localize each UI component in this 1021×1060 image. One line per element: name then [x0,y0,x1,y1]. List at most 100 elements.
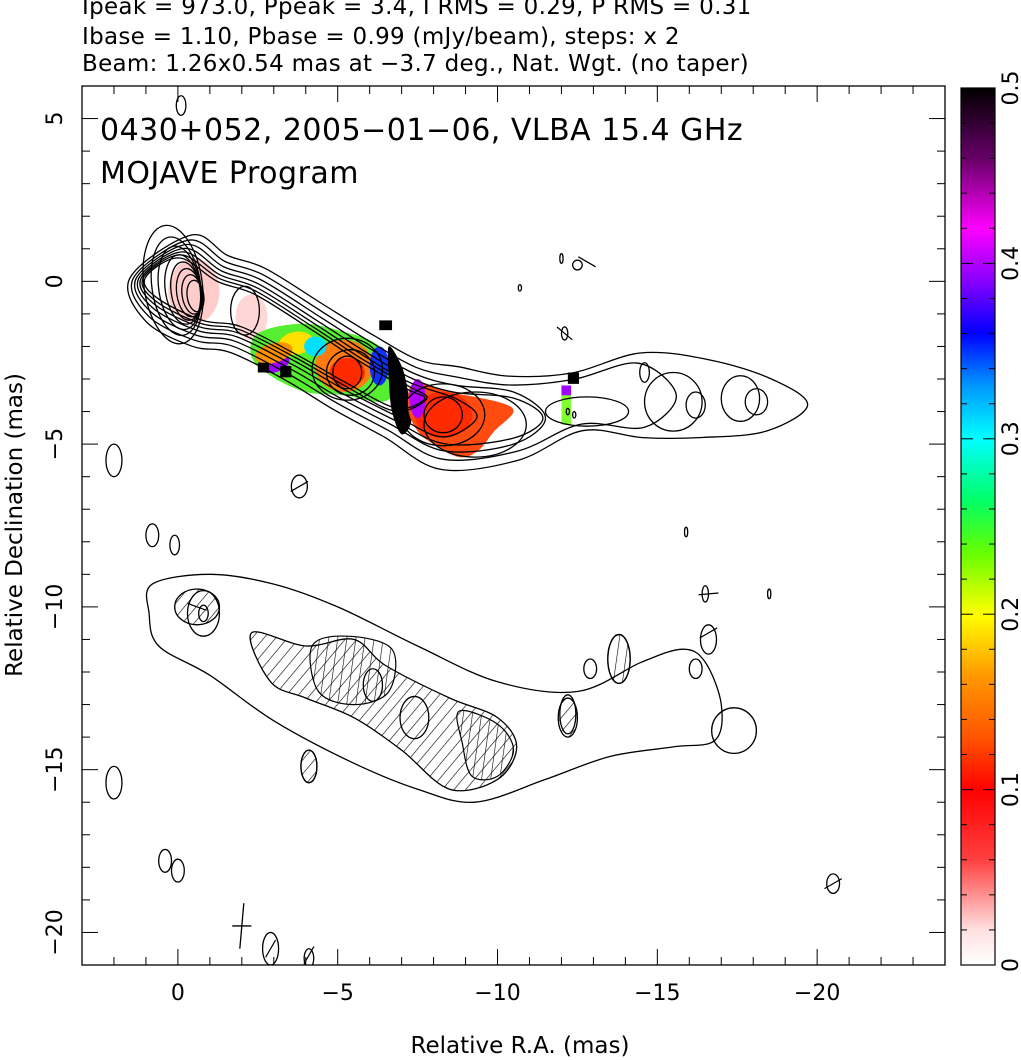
header-base-line: Ibase = 1.10, Pbase = 0.99 (mJy/beam), s… [82,24,680,50]
fp-small-knot-green [561,385,572,425]
x-tick-label: −20 [794,981,840,1006]
noise-contour [699,624,718,655]
knot-contour [229,285,261,336]
knot-contour [332,355,363,390]
fp-small-knot-purple [561,385,572,396]
header-beam-line: Beam: 1.26x0.54 mas at −3.7 deg., Nat. W… [82,51,749,77]
core-contour [175,267,203,318]
colorbar-tick-label: 0.5 [999,71,1021,106]
polarized-hatched-island [300,749,318,784]
y-tick-label: −10 [43,584,68,630]
core-contour [181,274,204,315]
evpa-vector [578,256,596,268]
noise-contour [158,848,173,873]
y-tick-label: −5 [43,428,68,460]
noise-contour [826,873,841,895]
noise-contour [571,410,577,419]
polarized-hatched-island [557,697,579,738]
knot-contour [325,349,376,396]
noise-contour [170,858,185,883]
core-contour [150,236,203,337]
header-stats-line: Ipeak = 973.0, Ppeak = 3.4, I RMS = 0.29… [82,0,752,20]
colorbar-tick-label: 0 [999,958,1021,972]
knot-contour [639,362,650,383]
x-tick-label: −5 [321,981,353,1006]
intensity-contour [143,257,426,410]
x-tick-label: −15 [634,981,680,1006]
evpa-vector [187,602,207,611]
intensity-contour [139,251,478,438]
polarized-knot-contour [399,695,430,740]
noise-contour [145,523,160,548]
polarized-knot-contour [362,668,384,702]
noise-contour [683,526,689,538]
source-title: 0430+052, 2005−01−06, VLBA 15.4 GHz [100,113,743,148]
noise-contour [105,765,123,800]
fp-inner-jet-cyan [304,336,327,357]
evpa-vector [265,939,277,958]
knot-contour [423,391,527,458]
colorbar-ticks: 0 0.1 0.2 0.3 0.4 0.5 [961,71,1021,972]
x-tick-label: −10 [474,981,520,1006]
intensity-contour [127,234,809,472]
noise-contour [169,534,181,556]
knot-contour [643,371,703,432]
noise-contour [571,259,583,271]
evpa-vector [290,480,309,492]
evpa-vector [824,878,843,890]
core-contour [142,224,204,345]
evpa-vector [699,627,718,639]
noise-contour [290,474,308,499]
polarized-inner-contour [456,709,515,781]
program-title: MOJAVE Program [100,156,359,191]
fp-pixel-black [379,320,393,331]
knot-contour [423,396,464,434]
polarization-contours [145,256,843,965]
intensity-contour [133,243,547,453]
knot-contour [744,388,769,416]
knot-contour [544,396,630,427]
fp-outer-knot-purple [409,379,426,419]
fp-inner-jet-red [329,357,365,388]
y-tick-label: −15 [43,746,68,792]
intensity-contour [136,247,544,446]
noise-contour [766,588,772,600]
noise-contour [560,326,569,341]
fp-pixel-black [280,365,292,378]
intensity-contour [141,254,428,412]
x-tick-label: 0 [171,981,185,1006]
noise-contour [261,931,280,965]
knot-contour [400,383,486,447]
core-contour [186,279,205,313]
noise-contour [175,95,187,116]
noise-contour [565,407,571,416]
polarized-outer-contour [145,573,723,804]
knot-contour [311,337,384,401]
noise-contour [517,283,523,292]
y-axis-label: Relative Declination (mas) [2,373,28,677]
total-intensity-contours [105,95,841,965]
fp-small-knot-black [567,372,580,384]
noise-contour [303,948,315,965]
evpa-vector [556,326,573,341]
colorbar-tick-label: 0.3 [999,421,1021,456]
knot-contour [685,391,706,419]
intensity-contour [130,239,677,461]
noise-contour [105,443,123,478]
polarized-outer-contour [711,707,758,755]
y-tick-label: 5 [43,112,68,126]
noise-contour [559,253,564,265]
axis-ticks: 0 −5 −10 −15 −20 5 0 −5 −10 −15 −20 [43,85,946,1006]
plot-frame [81,85,946,966]
polarized-hatched-island [607,633,631,685]
noise-contour [583,658,598,680]
fractional-polarization-layer [168,258,580,458]
colorbar [960,87,996,966]
knot-contour [720,375,761,422]
noise-contour [688,658,703,680]
y-tick-label: −20 [43,909,68,955]
y-tick-label: 0 [43,274,68,288]
colorbar-tick-label: 0.4 [999,246,1021,281]
evpa-vector [698,592,719,596]
